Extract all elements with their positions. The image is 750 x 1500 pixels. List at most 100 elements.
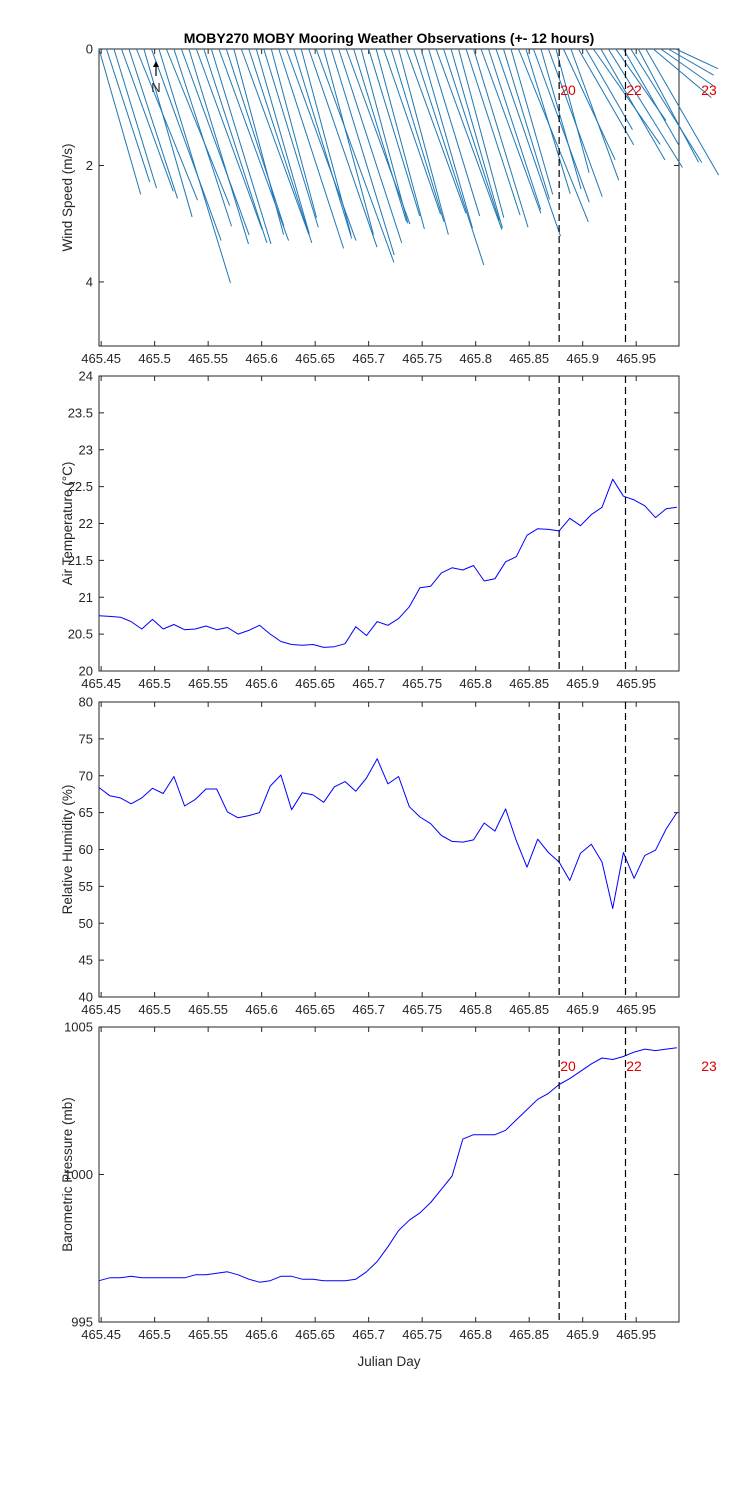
wind-vector bbox=[450, 48, 503, 229]
x-tick-label: 465.55 bbox=[188, 676, 228, 691]
x-tick-label: 465.8 bbox=[459, 1002, 492, 1017]
figure-title: MOBY270 MOBY Mooring Weather Observation… bbox=[184, 30, 595, 46]
y-tick-label: 55 bbox=[79, 879, 93, 894]
x-tick-label: 465.7 bbox=[352, 676, 385, 691]
air-temperature-axes-box bbox=[98, 375, 680, 672]
wind-vector bbox=[180, 48, 250, 236]
y-tick-label: 20 bbox=[79, 664, 93, 679]
wind-vector bbox=[345, 48, 411, 225]
wind-vector bbox=[128, 48, 179, 199]
wind-vector bbox=[540, 48, 582, 190]
y-tick-label: 995 bbox=[71, 1315, 93, 1330]
wind-vector bbox=[240, 48, 310, 236]
wind-vector bbox=[637, 48, 699, 163]
wind-vector bbox=[135, 48, 199, 201]
wind-vector bbox=[203, 48, 268, 244]
x-tick-label: 465.45 bbox=[81, 1002, 121, 1017]
y-tick-label: 50 bbox=[79, 916, 93, 931]
wind-vector bbox=[195, 48, 263, 230]
y-tick-label: 80 bbox=[79, 695, 93, 710]
wind-vector bbox=[300, 48, 352, 235]
wind-vector bbox=[360, 48, 409, 224]
x-tick-label: 465.75 bbox=[402, 676, 442, 691]
wind-vector bbox=[607, 48, 683, 168]
x-tick-label: 465.5 bbox=[138, 676, 171, 691]
wind-vector bbox=[435, 48, 503, 230]
x-tick-label: 465.6 bbox=[245, 1002, 278, 1017]
wind-vector bbox=[173, 48, 232, 227]
x-tick-label: 465.9 bbox=[566, 676, 599, 691]
x-tick-label: 465.8 bbox=[459, 676, 492, 691]
wind-vector bbox=[577, 48, 635, 146]
wind-vector bbox=[592, 48, 661, 145]
wind-vector bbox=[188, 48, 249, 245]
x-tick-label: 465.95 bbox=[616, 1327, 656, 1342]
x-tick-label: 465.75 bbox=[402, 351, 442, 366]
y-tick-label: 45 bbox=[79, 953, 93, 968]
time-annotation: 22 bbox=[626, 82, 642, 98]
wind-vector bbox=[263, 48, 319, 228]
x-tick-label: 465.85 bbox=[509, 1002, 549, 1017]
x-tick-label: 465.45 bbox=[81, 1327, 121, 1342]
wind-vector bbox=[652, 48, 712, 99]
wind-vector bbox=[405, 48, 467, 214]
wind-vector bbox=[570, 48, 620, 181]
x-tick-label: 465.8 bbox=[459, 1327, 492, 1342]
x-tick-label: 465.55 bbox=[188, 351, 228, 366]
wind-vector bbox=[480, 48, 542, 214]
air-temperature-panel: 465.45 465.5 465.55 465.6 465.65 465.7 465.75 4… bbox=[60, 369, 680, 691]
north-arrowhead-icon bbox=[153, 61, 159, 67]
x-tick-label: 465.65 bbox=[295, 351, 335, 366]
y-tick-label: 2 bbox=[86, 158, 93, 173]
panels: 465.45 465.5 465.55 465.6 465.65 465.7 465.75 4… bbox=[60, 42, 720, 1343]
wind-vector bbox=[428, 48, 481, 217]
wind-speed-panel: 465.45 465.5 465.55 465.6 465.65 465.7 465.75 4… bbox=[60, 42, 720, 366]
wind-vector bbox=[510, 48, 554, 195]
x-tick-label: 465.65 bbox=[295, 1327, 335, 1342]
wind-vector bbox=[210, 48, 272, 245]
x-tick-label: 465.6 bbox=[245, 676, 278, 691]
y-tick-label: 65 bbox=[79, 805, 93, 820]
air-temperature-y-axis-title: Air Temperature (°C) bbox=[60, 462, 75, 586]
wind-vector bbox=[158, 48, 231, 284]
wind-speed-y-axis-title: Wind Speed (m/s) bbox=[60, 143, 75, 251]
wind-vector bbox=[165, 48, 231, 206]
wind-vector bbox=[488, 48, 542, 210]
wind-vector bbox=[458, 48, 505, 218]
wind-vector bbox=[645, 48, 720, 176]
y-tick-label: 4 bbox=[86, 274, 93, 289]
barometric-pressure-panel: 465.45 465.5 465.55 465.6 465.65 465.7 465.75 4… bbox=[60, 1020, 717, 1343]
wind-vector bbox=[585, 48, 633, 130]
x-tick-label: 465.5 bbox=[138, 351, 171, 366]
time-annotation: 23 bbox=[701, 82, 717, 98]
barometric-pressure-series-line bbox=[98, 1047, 677, 1283]
wind-vector bbox=[398, 48, 449, 235]
y-tick-label: 23 bbox=[79, 442, 93, 457]
wind-vector bbox=[315, 48, 395, 263]
x-tick-label: 465.95 bbox=[616, 351, 656, 366]
x-tick-label: 465.75 bbox=[402, 1327, 442, 1342]
wind-vector bbox=[368, 48, 421, 217]
x-tick-label: 465.7 bbox=[352, 351, 385, 366]
relative-humidity-axes-box bbox=[98, 701, 680, 998]
wind-vector bbox=[562, 48, 616, 161]
north-label: N bbox=[151, 80, 160, 95]
wind-vector bbox=[630, 48, 703, 163]
time-annotation: 22 bbox=[626, 1058, 642, 1074]
wind-vector bbox=[278, 48, 345, 249]
x-tick-label: 465.95 bbox=[616, 676, 656, 691]
wind-vector bbox=[113, 48, 158, 189]
y-tick-label: 40 bbox=[79, 990, 93, 1005]
wind-vector bbox=[668, 48, 714, 76]
wind-vector bbox=[465, 48, 521, 216]
wind-vector bbox=[525, 48, 571, 194]
x-tick-label: 465.7 bbox=[352, 1002, 385, 1017]
y-tick-label: 21 bbox=[79, 590, 93, 605]
wind-vector bbox=[323, 48, 374, 235]
wind-vector bbox=[338, 48, 403, 244]
wind-vector bbox=[98, 48, 142, 195]
wind-vector bbox=[255, 48, 310, 234]
wind-vector bbox=[622, 48, 680, 146]
x-tick-label: 465.5 bbox=[138, 1002, 171, 1017]
